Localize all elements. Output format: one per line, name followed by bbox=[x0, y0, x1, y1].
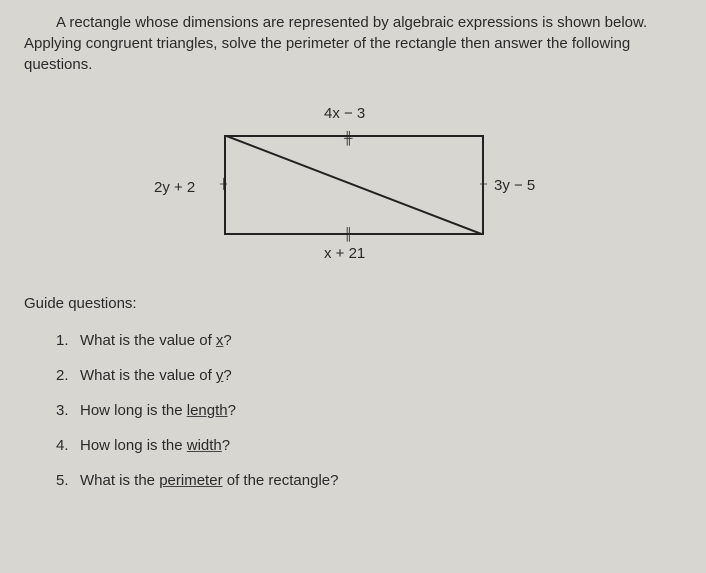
label-bottom: x + 21 bbox=[324, 245, 365, 262]
question-prefix: How long is the bbox=[80, 437, 187, 454]
label-top: 4x − 3 bbox=[324, 105, 365, 122]
rectangle-shape bbox=[224, 135, 484, 235]
tick-mark-right: ┼ bbox=[480, 179, 487, 190]
question-item: 5. What is the perimeter of the rectangl… bbox=[56, 472, 682, 489]
question-number: 4. bbox=[56, 437, 80, 454]
question-number: 1. bbox=[56, 332, 80, 349]
answer-blank[interactable] bbox=[454, 402, 462, 419]
question-prefix: What is the value of bbox=[80, 367, 216, 384]
question-suffix: ? bbox=[228, 402, 236, 419]
tick-mark-bottom: ╫ bbox=[344, 227, 351, 241]
question-item: 2. What is the value of y? bbox=[56, 367, 682, 384]
label-right: 3y − 5 bbox=[494, 177, 535, 194]
question-underlined: length bbox=[187, 402, 228, 419]
question-suffix: of the rectangle? bbox=[223, 472, 339, 489]
question-number: 3. bbox=[56, 402, 80, 419]
question-item: 3. How long is the length? bbox=[56, 402, 682, 419]
tick-mark-top: ╫ bbox=[344, 131, 351, 145]
question-item: 4. How long is the width? bbox=[56, 437, 682, 454]
question-number: 5. bbox=[56, 472, 80, 489]
question-suffix: ? bbox=[222, 437, 230, 454]
question-text: How long is the width? bbox=[80, 437, 230, 454]
question-prefix: What is the value of bbox=[80, 332, 216, 349]
question-item: 1. What is the value of x? bbox=[56, 332, 682, 349]
question-text: What is the value of y? bbox=[80, 367, 232, 384]
question-text: What is the value of x? bbox=[80, 332, 232, 349]
question-number: 2. bbox=[56, 367, 80, 384]
question-text: How long is the length? bbox=[80, 402, 236, 419]
questions-list: 1. What is the value of x? 2. What is th… bbox=[24, 332, 682, 489]
answer-blank[interactable] bbox=[454, 437, 462, 454]
question-prefix: What is the bbox=[80, 472, 159, 489]
tick-mark-left: ┼ bbox=[220, 179, 227, 190]
question-text: What is the perimeter of the rectangle? bbox=[80, 472, 338, 489]
answer-blank[interactable] bbox=[454, 332, 462, 349]
rectangle-diagram: 4x − 3 2y + 2 3y − 5 x + 21 ╫ ╫ ┼ ┼ bbox=[24, 99, 682, 279]
question-underlined: width bbox=[187, 437, 222, 454]
guide-questions-title: Guide questions: bbox=[24, 295, 682, 312]
question-prefix: How long is the bbox=[80, 402, 187, 419]
question-suffix: ? bbox=[223, 332, 231, 349]
label-left: 2y + 2 bbox=[154, 179, 195, 196]
answer-blank[interactable] bbox=[454, 367, 462, 384]
intro-text: A rectangle whose dimensions are represe… bbox=[24, 12, 682, 75]
question-underlined: perimeter bbox=[159, 472, 222, 489]
answer-blank[interactable] bbox=[454, 472, 462, 489]
question-suffix: ? bbox=[223, 367, 231, 384]
